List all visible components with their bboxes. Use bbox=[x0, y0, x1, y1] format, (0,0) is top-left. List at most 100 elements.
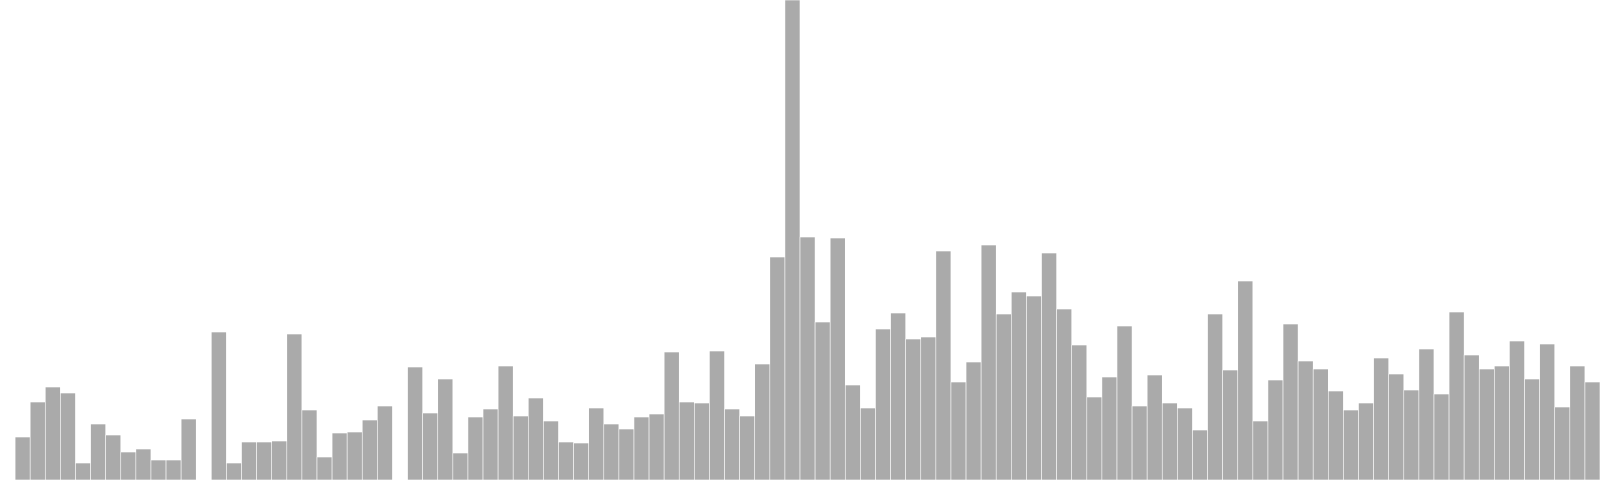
bar bbox=[905, 338, 922, 480]
bar bbox=[1554, 406, 1571, 480]
bar bbox=[422, 412, 439, 480]
bar bbox=[920, 336, 937, 480]
bar bbox=[1177, 407, 1193, 480]
bar bbox=[1041, 252, 1057, 480]
bar bbox=[120, 451, 137, 480]
bar bbox=[1433, 393, 1450, 480]
bar bbox=[482, 408, 499, 480]
bar bbox=[1146, 374, 1163, 480]
bar bbox=[105, 434, 122, 480]
bar bbox=[1101, 376, 1118, 480]
bar bbox=[663, 351, 680, 480]
bar bbox=[694, 402, 710, 480]
bar bbox=[226, 462, 242, 480]
bar bbox=[1569, 365, 1586, 480]
bar bbox=[1131, 405, 1148, 480]
bar bbox=[346, 431, 363, 480]
bar bbox=[1478, 368, 1495, 480]
bar bbox=[377, 405, 393, 480]
bar bbox=[1343, 409, 1359, 480]
bar bbox=[875, 328, 891, 480]
bar bbox=[573, 442, 589, 480]
bar bbox=[950, 381, 967, 480]
bar bbox=[769, 256, 786, 480]
bar bbox=[814, 321, 831, 480]
bar bbox=[1539, 343, 1556, 480]
bar bbox=[180, 418, 197, 480]
bar bbox=[407, 366, 423, 480]
bar bbox=[1252, 420, 1269, 480]
bar bbox=[1584, 381, 1600, 480]
bar bbox=[965, 361, 982, 480]
bar bbox=[754, 363, 771, 480]
bar bbox=[1494, 365, 1510, 480]
bar bbox=[1207, 313, 1223, 480]
bar bbox=[1358, 402, 1374, 480]
bar bbox=[512, 415, 529, 480]
bar bbox=[331, 432, 348, 480]
bar bbox=[829, 237, 846, 480]
bar bbox=[286, 333, 303, 480]
bar bbox=[256, 441, 272, 480]
bar bbox=[60, 392, 76, 480]
bar bbox=[1011, 291, 1027, 480]
bar bbox=[1448, 311, 1465, 480]
bar bbox=[44, 386, 61, 480]
bar bbox=[1328, 390, 1344, 480]
bar bbox=[1524, 378, 1540, 480]
bar bbox=[1463, 354, 1480, 480]
bar bbox=[1373, 357, 1389, 480]
bar bbox=[739, 415, 756, 480]
bar bbox=[211, 331, 227, 480]
bar bbox=[75, 462, 91, 480]
bar bbox=[1267, 379, 1284, 480]
bar bbox=[633, 416, 650, 480]
bar bbox=[301, 409, 318, 480]
bar bbox=[467, 416, 484, 480]
bar bbox=[452, 452, 469, 480]
bar bbox=[588, 407, 605, 480]
bar bbox=[361, 419, 378, 480]
bar bbox=[1161, 402, 1178, 480]
bar bbox=[678, 401, 695, 480]
bar bbox=[29, 401, 46, 480]
bar bbox=[1388, 373, 1405, 480]
bar bbox=[799, 236, 816, 480]
bar bbox=[14, 436, 31, 480]
bar bbox=[1297, 360, 1314, 480]
bar bbox=[90, 423, 106, 480]
bar bbox=[543, 420, 559, 480]
bar bbox=[860, 407, 876, 480]
bar bbox=[135, 448, 152, 480]
bar bbox=[497, 365, 514, 480]
bar bbox=[1312, 368, 1329, 480]
bar bbox=[150, 459, 167, 480]
bar bbox=[1509, 340, 1525, 480]
bar bbox=[316, 456, 333, 480]
bar bbox=[618, 428, 635, 480]
bar bbox=[1071, 344, 1088, 480]
bar bbox=[271, 440, 288, 480]
bar bbox=[995, 313, 1012, 480]
bar bbox=[1418, 348, 1435, 480]
bar bbox=[1403, 389, 1420, 480]
bar bbox=[648, 413, 665, 480]
bar bbox=[1282, 323, 1299, 480]
bar bbox=[241, 441, 257, 480]
bar bbox=[558, 441, 574, 480]
bar bbox=[890, 312, 906, 480]
bar bbox=[1086, 396, 1103, 480]
bar bbox=[1222, 369, 1239, 480]
bar bbox=[980, 244, 997, 480]
bar bbox=[165, 459, 182, 480]
bar bbox=[1192, 429, 1208, 480]
bar bbox=[935, 250, 952, 480]
bar bbox=[1237, 280, 1254, 480]
bar bbox=[603, 423, 620, 480]
bar bbox=[784, 0, 801, 480]
bar bbox=[709, 350, 725, 480]
bar bbox=[1116, 325, 1133, 480]
bar bbox=[437, 378, 454, 480]
